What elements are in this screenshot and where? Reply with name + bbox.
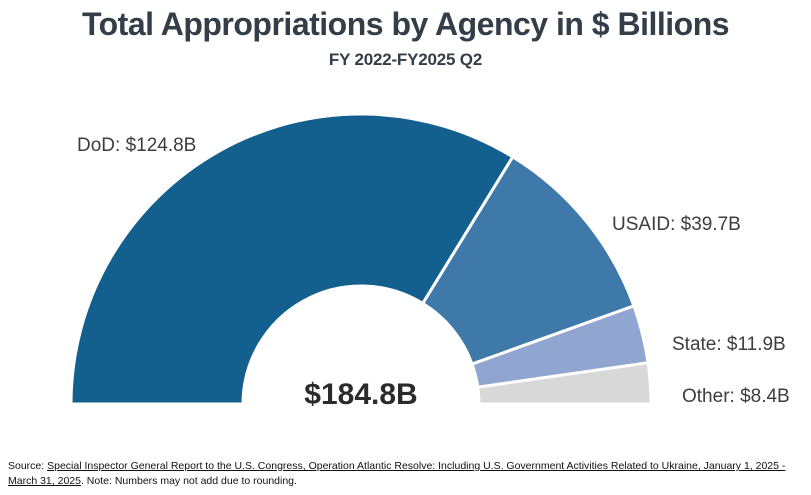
source-note: Source: Special Inspector General Report… (8, 459, 805, 489)
chart-title: Total Appropriations by Agency in $ Bill… (81, 6, 730, 42)
segment-label-usaid: USAID: $39.7B (612, 214, 741, 235)
source-prefix: Source: (8, 460, 48, 472)
segment-label-dod: DoD: $124.8B (77, 135, 197, 156)
segment-label-state: State: $11.9B (672, 334, 786, 355)
chart-subtitle: FY 2022-FY2025 Q2 (328, 50, 483, 69)
segment-dod (69, 112, 515, 406)
center-total-value: $184.8B (304, 378, 418, 411)
source-report-link[interactable]: Special Inspector General Report to the … (8, 460, 786, 488)
segment-label-other: Other: $8.4B (682, 386, 790, 407)
source-suffix: . Note: Numbers may not add due to round… (80, 475, 297, 488)
segment-other (476, 361, 653, 406)
segment-usaid (420, 154, 636, 366)
